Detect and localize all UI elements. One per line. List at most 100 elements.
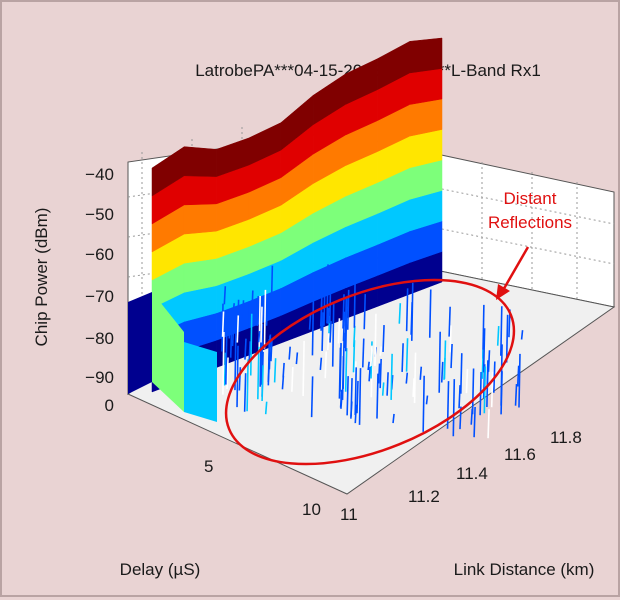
reflection-spike-116 bbox=[452, 379, 456, 437]
reflection-spike-32 bbox=[342, 294, 345, 329]
reflection-spike-45 bbox=[354, 367, 358, 416]
reflection-spike-62 bbox=[438, 331, 441, 393]
reflection-spike-74 bbox=[268, 335, 271, 361]
reflection-spike-141 bbox=[381, 382, 385, 396]
reflection-spike-33 bbox=[223, 352, 227, 386]
reflection-spike-110 bbox=[520, 330, 524, 340]
surface-body bbox=[128, 37, 443, 422]
reflection-spike-146 bbox=[256, 296, 260, 326]
reflection-spike-77 bbox=[367, 361, 370, 371]
reflection-spike-138 bbox=[238, 367, 242, 391]
reflection-spike-63 bbox=[327, 333, 330, 351]
reflection-spike-48 bbox=[379, 346, 383, 356]
reflection-spike-60 bbox=[487, 409, 490, 439]
reflection-spike-101 bbox=[481, 349, 485, 379]
reflection-spike-139 bbox=[496, 326, 500, 346]
surface-band-8-7 bbox=[409, 37, 443, 74]
reflection-spike-114 bbox=[486, 360, 489, 408]
reflection-spike-107 bbox=[340, 395, 343, 409]
reflection-spike-0 bbox=[368, 366, 371, 382]
delay-tick-10: 10 bbox=[302, 500, 321, 519]
reflection-spike-133 bbox=[412, 378, 415, 398]
reflection-spike-8 bbox=[516, 365, 520, 387]
reflection-spike-49 bbox=[231, 327, 235, 347]
reflection-spike-40 bbox=[358, 368, 362, 425]
reflection-spike-71 bbox=[487, 350, 491, 372]
surface-front-face bbox=[128, 292, 152, 394]
reflection-spike-94 bbox=[281, 375, 285, 390]
reflection-spike-152 bbox=[374, 313, 377, 366]
z-tick-0: 0 bbox=[105, 396, 114, 415]
reflection-spike-65 bbox=[260, 323, 264, 385]
reflection-spike-7 bbox=[386, 372, 389, 396]
reflection-spike-90 bbox=[376, 373, 379, 419]
reflection-spike-148 bbox=[342, 332, 345, 389]
reflection-spike-125 bbox=[329, 321, 332, 343]
reflection-spike-131 bbox=[410, 282, 414, 341]
surface-band-1-6 bbox=[183, 175, 217, 206]
reflection-spike-47 bbox=[267, 364, 271, 383]
reflection-spike-66 bbox=[321, 312, 324, 351]
x-axis-label: Delay (µS) bbox=[120, 560, 201, 579]
reflection-spike-81 bbox=[392, 413, 395, 424]
reflection-spike-53 bbox=[270, 339, 273, 362]
reflection-spike-128 bbox=[242, 309, 245, 323]
reflection-spike-72 bbox=[236, 315, 240, 343]
surface-band-1-4 bbox=[183, 230, 217, 264]
reflection-spike-109 bbox=[223, 286, 227, 305]
reflection-spike-87 bbox=[326, 307, 330, 324]
surface-front-face-cyan bbox=[184, 342, 217, 422]
distance-tick-2: 11.4 bbox=[456, 464, 488, 483]
reflection-spike-42 bbox=[518, 353, 521, 408]
reflection-spike-157 bbox=[308, 313, 312, 330]
reflection-spike-83 bbox=[310, 376, 314, 418]
reflection-spike-84 bbox=[425, 395, 429, 405]
reflection-spike-112 bbox=[363, 294, 367, 330]
annotation-arrowhead bbox=[496, 284, 510, 300]
z-tick-2: −80 bbox=[85, 329, 114, 348]
reflection-spike-19 bbox=[228, 310, 232, 339]
z-tick-3: −70 bbox=[85, 287, 114, 306]
reflection-spike-151 bbox=[350, 401, 353, 419]
reflection-spike-89 bbox=[344, 298, 348, 352]
z-axis-label: Chip Power (dBm) bbox=[32, 208, 51, 347]
z-tick-6: −40 bbox=[85, 165, 114, 184]
reflection-spike-78 bbox=[251, 290, 254, 316]
reflection-spike-100 bbox=[311, 297, 315, 356]
reflections-ellipse bbox=[224, 278, 516, 466]
reflection-spike-39 bbox=[490, 371, 494, 408]
surface-band-8-6 bbox=[409, 68, 443, 105]
reflection-spike-134 bbox=[482, 328, 486, 373]
reflection-spike-113 bbox=[390, 353, 393, 400]
reflection-spike-105 bbox=[514, 384, 518, 406]
surface-band-1-5 bbox=[183, 203, 217, 235]
reflection-spike-158 bbox=[413, 352, 417, 404]
reflection-spike-117 bbox=[273, 358, 277, 383]
reflection-spike-75 bbox=[377, 363, 381, 384]
reflection-spike-16 bbox=[352, 325, 356, 347]
delay-tick-5: 5 bbox=[204, 457, 213, 476]
reflection-spike-129 bbox=[319, 357, 323, 371]
reflection-spike-106 bbox=[505, 314, 509, 363]
annotation-line2: Reflections bbox=[488, 213, 572, 232]
reflection-spike-115 bbox=[260, 306, 263, 343]
reflection-spike-68 bbox=[379, 358, 382, 389]
reflection-spike-27 bbox=[232, 303, 236, 313]
reflection-spike-137 bbox=[249, 313, 253, 376]
reflection-spike-17 bbox=[302, 340, 305, 397]
reflection-spike-37 bbox=[401, 343, 404, 372]
reflection-spike-132 bbox=[295, 352, 299, 365]
z-tick-labels: 0 −90 −80 −70 −60 −50 −40 bbox=[85, 165, 114, 415]
reflection-spike-126 bbox=[265, 302, 269, 326]
reflection-spike-59 bbox=[440, 361, 444, 383]
reflection-spike-50 bbox=[291, 366, 294, 392]
reflection-spike-154 bbox=[500, 344, 503, 406]
reflection-spike-159 bbox=[261, 365, 264, 402]
reflection-spike-155 bbox=[500, 306, 503, 356]
reflection-spike-98 bbox=[226, 357, 229, 390]
reflection-spike-130 bbox=[473, 406, 476, 438]
reflection-spike-97 bbox=[229, 325, 233, 358]
reflection-spike-82 bbox=[405, 288, 409, 332]
reflection-spikes bbox=[221, 264, 524, 439]
